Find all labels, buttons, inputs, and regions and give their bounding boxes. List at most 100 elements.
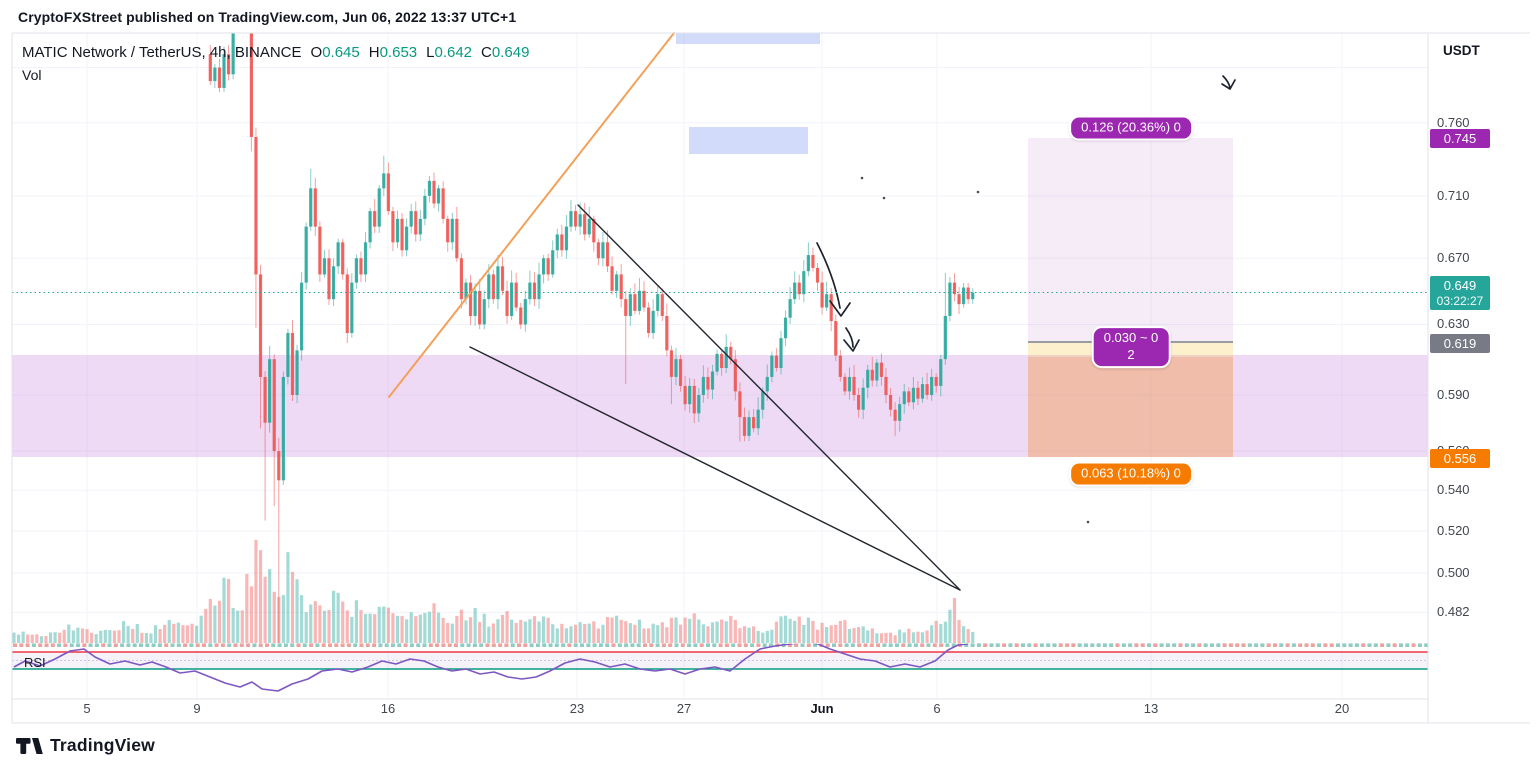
- candle-up: [601, 242, 605, 259]
- pane-separator-tick: [1380, 643, 1385, 647]
- pane-separator-tick: [1203, 643, 1208, 647]
- volume-bar: [368, 613, 372, 643]
- pane-separator-tick: [220, 643, 225, 647]
- candle-down: [318, 226, 322, 275]
- fib-zone-0[interactable]: [1028, 138, 1233, 341]
- pane-separator-tick: [517, 643, 521, 647]
- volume-bar: [76, 627, 80, 643]
- volume-bar: [875, 633, 879, 643]
- pane-separator-tick: [365, 643, 370, 647]
- volume-bar: [578, 622, 582, 643]
- volume-bar: [674, 617, 678, 643]
- price-tick-label: 0.760: [1437, 114, 1470, 130]
- volume-bar: [898, 629, 902, 643]
- volume-bar: [916, 631, 920, 643]
- candle-down: [733, 359, 737, 392]
- pane-separator-tick: [1008, 643, 1013, 647]
- pane-separator-tick: [561, 643, 566, 647]
- ascending-trendline[interactable]: [388, 32, 675, 398]
- volume-bar: [90, 632, 94, 643]
- pane-separator-tick: [863, 643, 868, 647]
- pane-separator-tick: [315, 643, 320, 647]
- candle-down: [573, 211, 578, 227]
- symbol-title: MATIC Network / TetherUS, 4h, BINANCE: [22, 44, 302, 61]
- time-tick-label: 6: [933, 701, 941, 716]
- candle-up: [473, 290, 477, 316]
- wedge-trendline[interactable]: [469, 346, 961, 591]
- annotation-dot: [882, 196, 886, 200]
- low-label: L: [426, 44, 435, 61]
- fib-level-label[interactable]: 0.126 (20.36%) 0: [1069, 115, 1193, 141]
- candle-up: [496, 266, 500, 300]
- pane-separator-tick: [1348, 643, 1353, 647]
- volume-bar: [405, 619, 409, 643]
- candle-up: [724, 346, 728, 369]
- pane-separator-tick: [699, 643, 704, 647]
- down-arrow[interactable]: [816, 242, 841, 309]
- volume-bar: [592, 621, 596, 643]
- candle-down: [263, 376, 267, 423]
- pane-separator-tick: [422, 643, 427, 647]
- candle-up: [286, 333, 290, 377]
- wedge-trendline[interactable]: [577, 204, 961, 591]
- volume-bar: [939, 624, 943, 643]
- pane-separator-tick: [1096, 643, 1101, 647]
- candle-up: [322, 258, 327, 275]
- pane-separator-tick: [183, 643, 188, 647]
- pane-separator-tick: [712, 643, 717, 647]
- volume-bar: [441, 617, 445, 643]
- volume-bar: [409, 612, 413, 643]
- fib-level-label[interactable]: 0.063 (10.18%) 0: [1069, 461, 1193, 487]
- volume-bar: [537, 621, 541, 643]
- candle-up: [788, 299, 792, 318]
- tradingview-logo[interactable]: TradingView: [16, 735, 155, 756]
- pane-separator-tick: [309, 643, 314, 647]
- candle-up: [756, 409, 760, 429]
- candle-up: [765, 376, 769, 392]
- candle-up: [628, 294, 632, 316]
- down-arrow[interactable]: [845, 327, 854, 348]
- candle-down: [678, 359, 683, 386]
- pane-separator-tick: [718, 643, 723, 647]
- pane-separator-tick: [1165, 643, 1170, 647]
- volume-bar: [386, 607, 390, 643]
- candle-up: [363, 242, 368, 275]
- pane-separator-tick: [384, 643, 389, 647]
- candle-down: [313, 188, 317, 227]
- candle-down: [254, 136, 258, 275]
- pane-separator-tick: [706, 643, 710, 647]
- pane-separator-tick: [1266, 643, 1271, 647]
- volume-bar: [834, 624, 838, 643]
- support-zone-band[interactable]: [12, 355, 1428, 457]
- candle-up: [802, 271, 806, 295]
- pane-separator-tick: [630, 643, 635, 647]
- volume-legend: Vol: [22, 67, 42, 83]
- pane-separator-tick: [573, 643, 578, 647]
- candle-up: [555, 234, 559, 251]
- down-arrow[interactable]: [1222, 75, 1231, 89]
- pane-separator-tick: [202, 643, 206, 647]
- candle-down: [290, 333, 295, 395]
- volume-bar: [551, 624, 555, 643]
- pane-separator-tick: [882, 643, 887, 647]
- pane-separator-tick: [1065, 643, 1070, 647]
- pane-separator-tick: [1191, 643, 1196, 647]
- pane-separator-tick: [1027, 643, 1032, 647]
- note-box-0[interactable]: [676, 33, 820, 44]
- fib-zone-2[interactable]: [1028, 357, 1233, 457]
- volume-bar: [382, 606, 386, 643]
- candle-down: [820, 282, 824, 308]
- price-tick-label: 0.670: [1437, 250, 1470, 266]
- volume-bar: [793, 620, 797, 643]
- candle-up: [697, 395, 701, 414]
- candle-down: [359, 258, 363, 275]
- volume-bar: [400, 616, 404, 643]
- volume-bar: [829, 625, 833, 643]
- candle-down: [633, 294, 637, 311]
- note-box-1[interactable]: [689, 127, 808, 154]
- pane-separator-tick: [145, 643, 150, 647]
- candle-down: [916, 387, 920, 399]
- pane-separator-tick: [976, 643, 981, 647]
